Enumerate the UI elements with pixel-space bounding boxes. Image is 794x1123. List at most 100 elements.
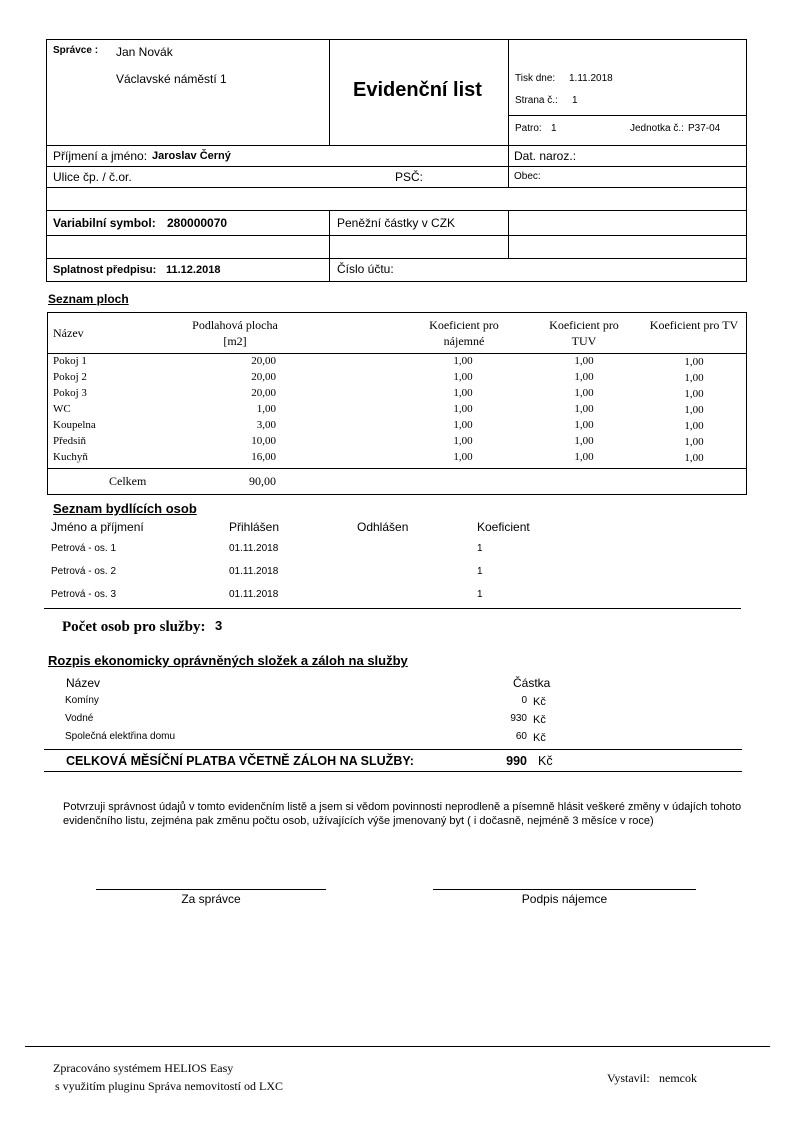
services-header-name: Název [66,676,101,690]
area-coef-rent: 1,00 [453,451,473,463]
divider [508,210,509,258]
divider [44,749,742,750]
areas-total-label: Celkem [109,474,147,488]
area-coef-tuv: 1,00 [574,371,594,383]
area-coef-tuv: 1,00 [574,403,594,415]
divider [44,771,742,772]
name-value: Jaroslav Černý [152,150,231,162]
footer-line2: s využitím pluginu Správa nemovitostí od… [55,1079,283,1093]
account-label: Číslo účtu: [337,262,394,276]
area-coef-tv: 1,00 [684,388,704,400]
divider [46,235,746,236]
person-name: Petrová - os. 1 [51,543,117,554]
service-currency: Kč [533,714,546,726]
person-registered: 01.11.2018 [229,566,279,577]
strana-value: 1 [572,95,578,106]
declaration-text: Potvrzuji správnost údajů v tomto eviden… [63,801,742,827]
divider [329,210,330,281]
area-name: Pokoj 3 [53,387,87,399]
area-coef-tv: 1,00 [684,372,704,384]
patro-value: 1 [551,123,557,134]
area-coef-tuv: 1,00 [574,419,594,431]
area-coef-tv: 1,00 [684,356,704,368]
persons-header-registered: Přihlášen [229,520,280,534]
person-coef: 1 [477,543,483,554]
areas-total-value: 90,00 [249,474,276,488]
person-name: Petrová - os. 3 [51,589,117,600]
divider [44,608,741,609]
area-size: 3,00 [256,419,276,431]
services-total-value: 990 [506,754,527,768]
vs-label: Variabilní symbol: [53,216,156,230]
area-size: 16,00 [251,451,276,463]
due-label: Splatnost předpisu: [53,264,157,276]
divider [46,145,746,146]
person-coef: 1 [477,589,483,600]
area-coef-tuv: 1,00 [574,387,594,399]
divider [329,39,330,145]
areas-header-coef-tv: Koeficient pro TV [649,318,739,332]
divider [508,39,509,187]
area-coef-rent: 1,00 [453,355,473,367]
footer-line1: Zpracováno systémem HELIOS Easy [53,1061,234,1075]
area-coef-tv: 1,00 [684,404,704,416]
header-box [46,39,747,282]
divider [47,468,746,469]
area-coef-rent: 1,00 [453,419,473,431]
currency-label: Peněžní částky v CZK [337,216,456,230]
persons-title: Seznam bydlících osob [53,501,197,516]
persons-header-deregistered: Odhlášen [357,520,409,534]
footer-issuer-value: nemcok [659,1071,697,1085]
services-title: Rozpis ekonomicky oprávněných složek a z… [48,653,408,668]
jednotka-label: Jednotka č.: [630,123,684,134]
due-value: 11.12.2018 [166,264,221,276]
page-title: Evidenční list [353,79,482,101]
service-name: Společná elektřina domu [65,731,176,742]
divider [46,258,746,259]
spravce-address: Václavské náměstí 1 [116,72,227,86]
persons-count-value: 3 [215,618,223,633]
dob-label: Dat. naroz.: [514,149,577,163]
person-registered: 01.11.2018 [229,543,279,554]
area-name: Pokoj 2 [53,371,87,383]
spravce-name: Jan Novák [116,45,173,59]
areas-header-area: Podlahová plocha [m2] [192,318,278,348]
jednotka-value: P37-04 [688,123,721,134]
area-size: 20,00 [251,355,276,367]
area-name: Kuchyň [53,451,88,463]
divider [47,353,746,354]
areas-header-coef-rent: Koeficient pro nájemné [429,318,499,348]
service-name: Vodné [65,713,94,724]
person-registered: 01.11.2018 [229,589,279,600]
tisk-value: 1.11.2018 [569,73,613,84]
obec-label: Obec: [514,171,541,182]
area-coef-tv: 1,00 [684,452,704,464]
service-amount: 930 [510,713,527,724]
footer-issuer-label: Vystavil: [607,1071,650,1085]
patro-label: Patro: [515,123,542,134]
divider [46,166,746,167]
signature-line-manager [96,889,326,890]
tisk-label: Tisk dne: [515,73,556,84]
area-coef-tuv: 1,00 [574,355,594,367]
persons-count-label: Počet osob pro služby: [62,619,206,635]
services-total-label: CELKOVÁ MĚSÍČNÍ PLATBA VČETNĚ ZÁLOH NA S… [66,754,414,768]
area-coef-rent: 1,00 [453,387,473,399]
areas-header-coef-tuv: Koeficient pro TUV [549,318,619,348]
areas-title: Seznam ploch [48,292,129,306]
person-coef: 1 [477,566,483,577]
area-name: Pokoj 1 [53,355,87,367]
area-name: WC [53,403,71,415]
area-size: 1,00 [256,403,276,415]
areas-table [47,312,747,495]
area-coef-rent: 1,00 [453,371,473,383]
services-header-amount: Částka [513,676,551,690]
service-currency: Kč [533,696,546,708]
signature-label-manager: Za správce [181,892,241,906]
signature-label-tenant: Podpis nájemce [521,892,608,906]
area-coef-tuv: 1,00 [574,451,594,463]
person-name: Petrová - os. 2 [51,566,117,577]
area-size: 20,00 [251,387,276,399]
area-name: Koupelna [53,419,96,431]
divider [508,115,746,116]
